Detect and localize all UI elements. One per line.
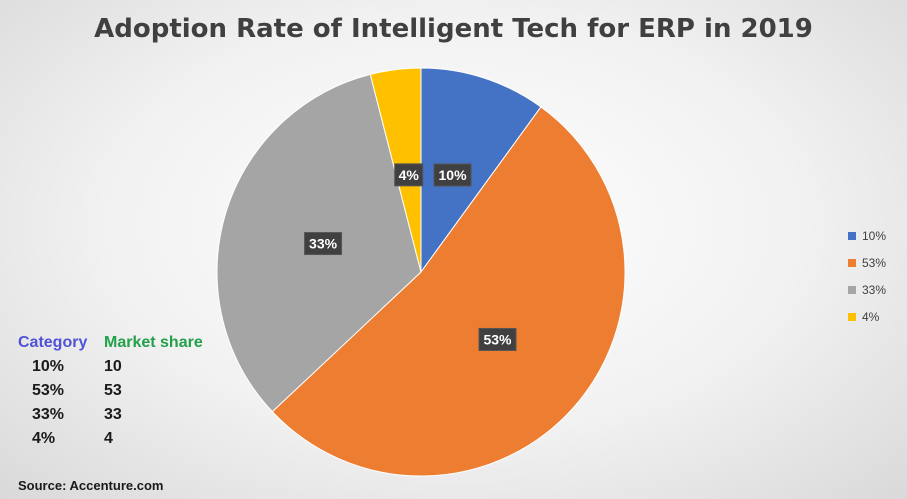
legend-item[interactable]: 4% [848,303,886,330]
legend-label: 10% [862,228,887,243]
legend: 10% 53% 33% 4% [848,222,886,330]
data-label-text: 4% [399,167,420,183]
chart-title: Adoption Rate of Intelligent Tech for ER… [94,14,813,44]
data-label-box [433,163,472,187]
data-label-text: 10% [439,167,468,183]
table-cell-share: 33 [104,406,122,423]
legend-item[interactable]: 53% [848,249,886,276]
data-label-text: 33% [309,236,338,252]
data-label: 4% [394,163,424,187]
table-row: 53% 53 [18,382,234,406]
table-cell-category: 10% [32,358,65,375]
source-note: Source: Accenture.com [18,478,164,493]
table-cell-category: 4% [32,430,56,447]
legend-item[interactable]: 10% [848,222,886,249]
data-label: 53% [478,327,517,351]
data-label-text: 53% [483,331,512,347]
header-category: Category [18,334,88,351]
table-row: 4% 4 [18,430,234,454]
table-cell-category: 53% [32,382,65,399]
pie-slice[interactable] [420,67,542,274]
table-row: 10% 10 [18,358,234,382]
data-table: Category Market share 10% 10 53% 53 33% … [18,334,234,454]
legend-label: 53% [862,255,887,270]
table-cell-category: 33% [32,406,65,423]
table-cell-share: 53 [104,382,122,399]
data-label-box [394,163,424,187]
table-header: Category Market share [18,334,234,358]
data-label-box [478,327,517,351]
header-market-share: Market share [104,334,203,351]
table-cell-share: 10 [104,358,122,375]
legend-swatch [848,312,856,321]
data-label-box [304,232,343,256]
table-cell-share: 4 [104,430,113,447]
legend-label: 4% [862,309,880,324]
data-label: 10% [433,163,472,187]
legend-item[interactable]: 33% [848,276,886,303]
legend-swatch [848,285,856,294]
table-row: 33% 33 [18,406,234,430]
data-label: 33% [304,232,343,256]
legend-label: 33% [862,282,887,297]
legend-swatch [848,231,856,240]
pie-slice[interactable] [271,106,626,477]
legend-swatch [848,258,856,267]
